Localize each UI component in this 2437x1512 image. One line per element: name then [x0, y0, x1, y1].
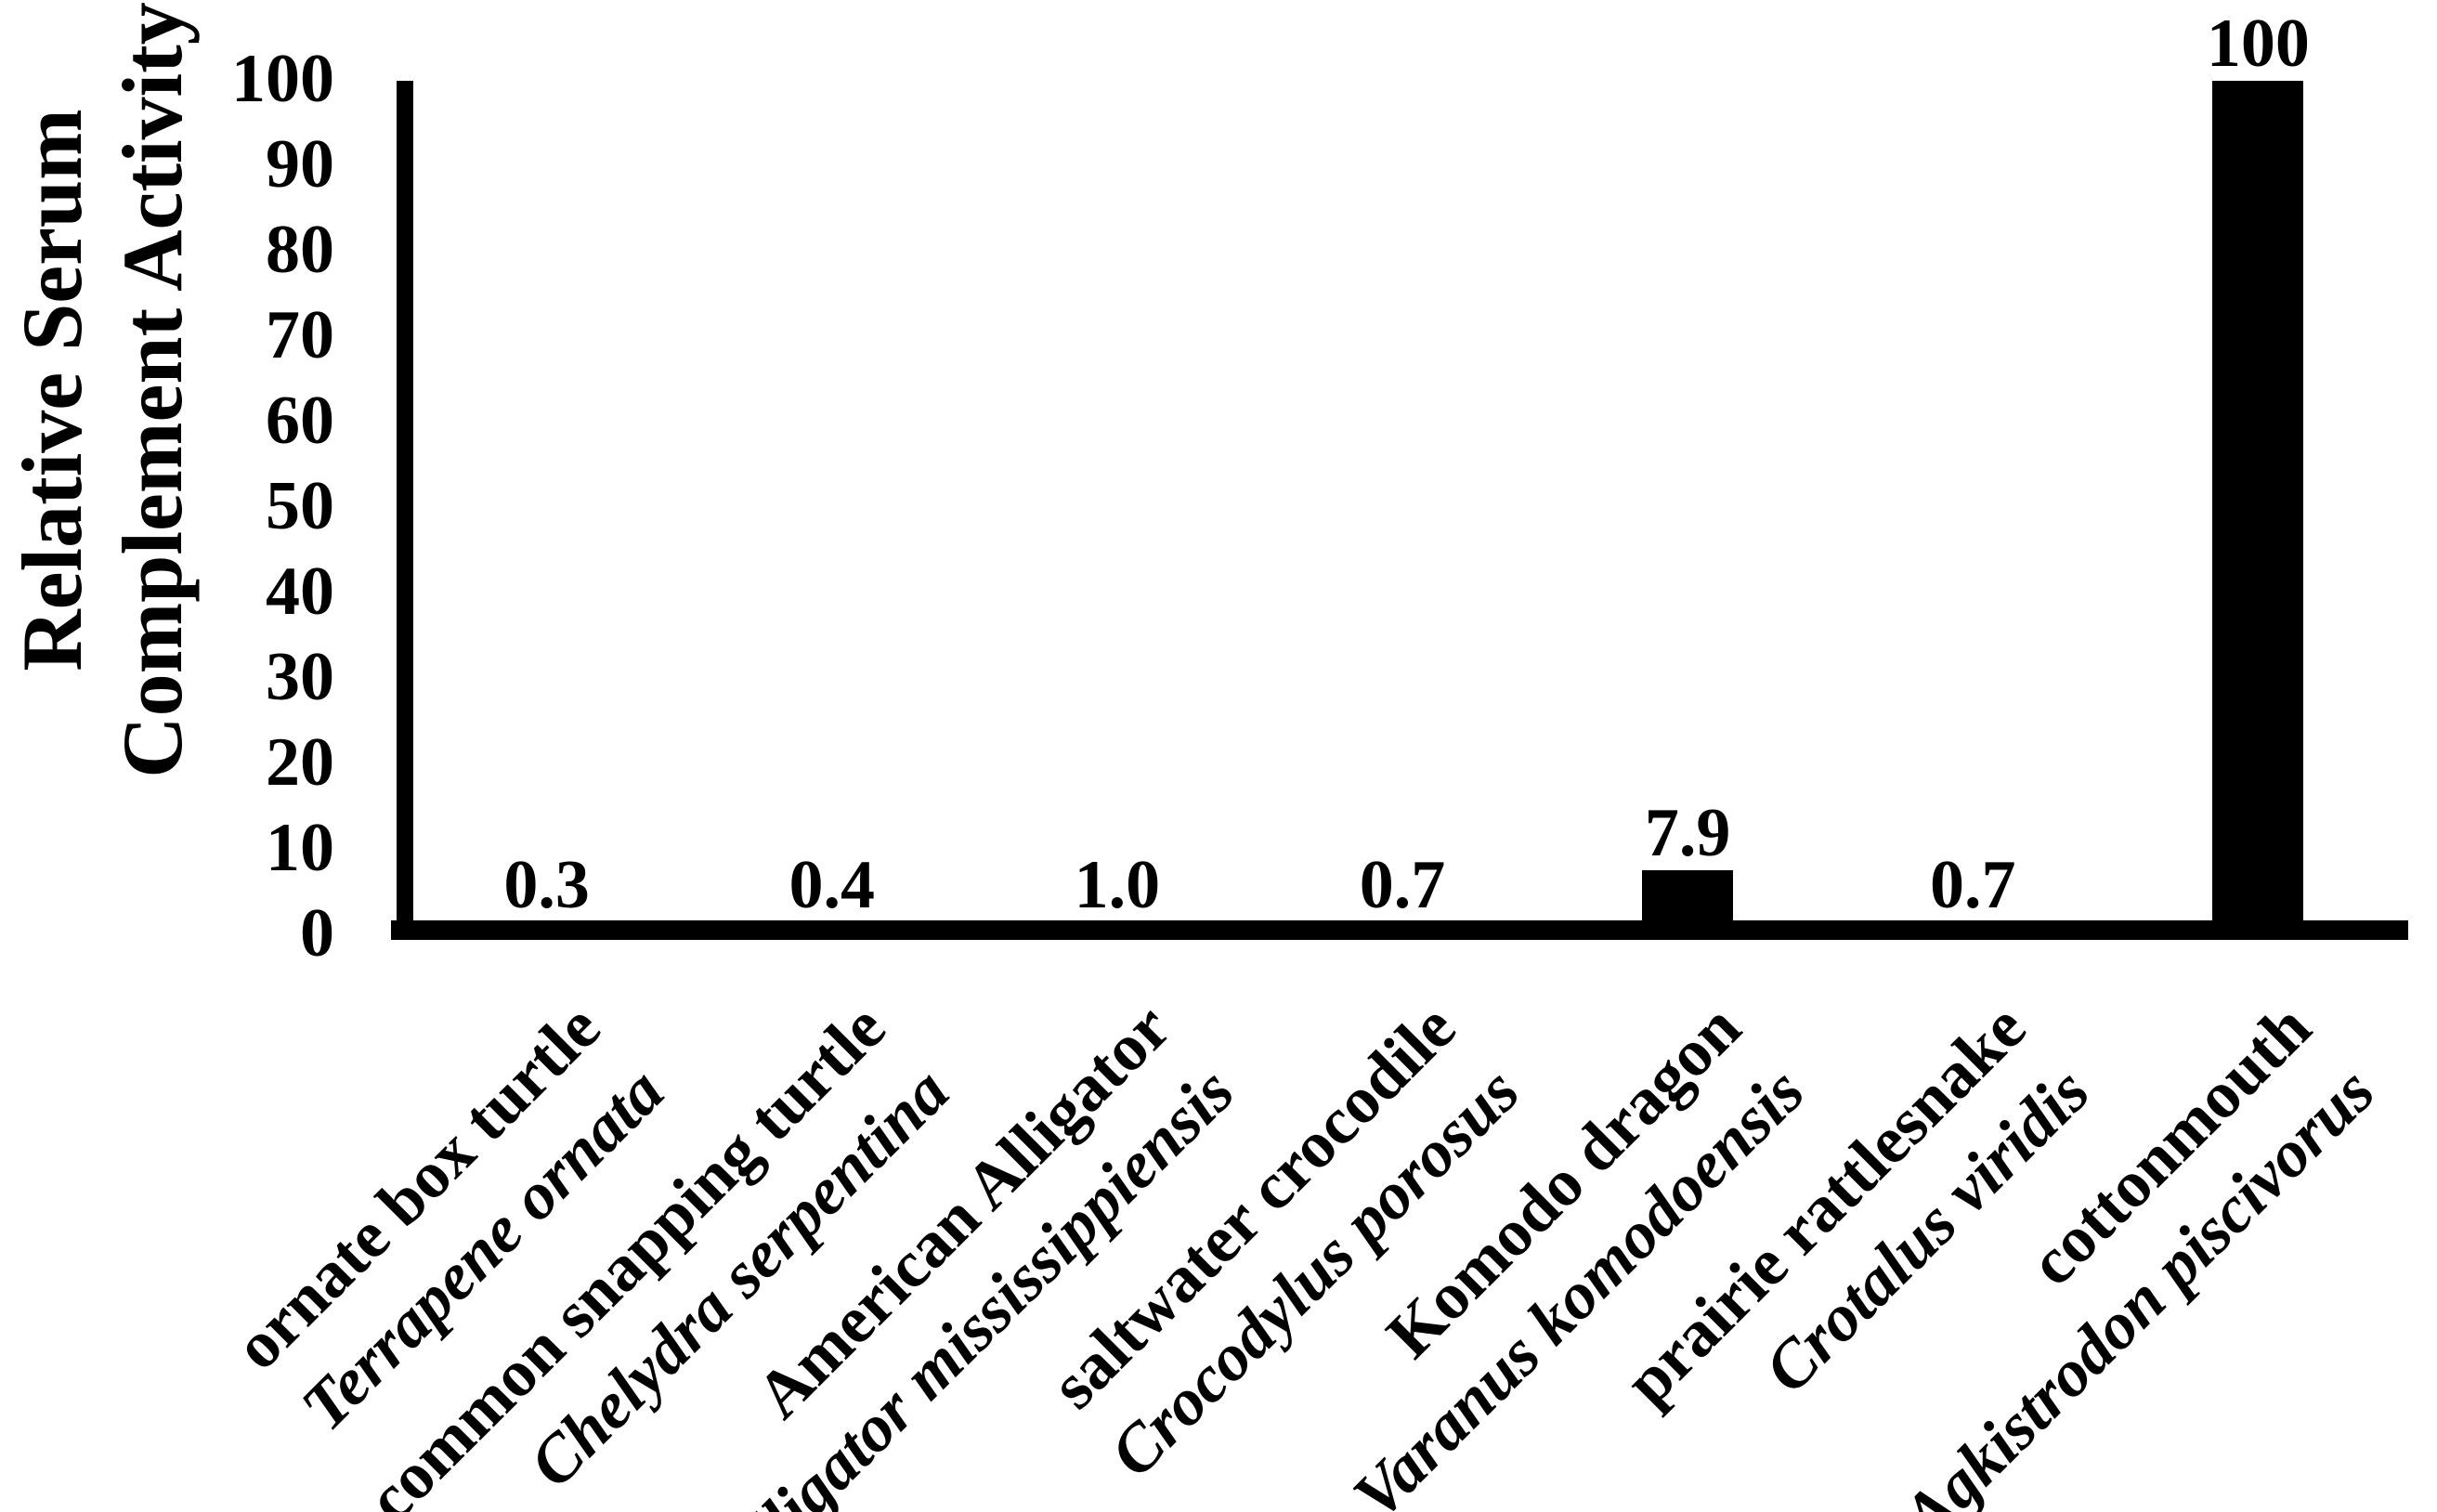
y-tick-label-20: 20 — [266, 724, 334, 801]
y-tick-label-30: 30 — [266, 639, 334, 715]
y-tick-label-10: 10 — [266, 810, 334, 886]
value-label-cottonmouth: 100 — [2206, 6, 2310, 82]
value-label-prairie-rattlesnake: 0.7 — [1930, 847, 2016, 923]
y-tick-label-70: 70 — [266, 297, 334, 373]
y-tick-label-100: 100 — [231, 41, 334, 117]
y-tick-label-80: 80 — [266, 212, 334, 288]
value-label-common-snapping-turtle: 0.4 — [788, 847, 875, 923]
y-tick-label-90: 90 — [266, 126, 334, 202]
y-tick-label-40: 40 — [266, 554, 334, 630]
y-axis-line — [397, 81, 413, 940]
x-axis-line — [391, 920, 2408, 940]
y-tick-label-60: 60 — [266, 383, 334, 459]
y-tick-label-0: 0 — [300, 895, 334, 971]
value-label-ornate-box-turtle: 0.3 — [503, 847, 590, 923]
value-label-american-alligator: 1.0 — [1074, 847, 1161, 923]
value-label-saltwater-crocodile: 0.7 — [1359, 847, 1446, 923]
value-label-komodo-dragon: 7.9 — [1644, 795, 1731, 872]
y-tick-label-50: 50 — [266, 468, 334, 544]
bar-cottonmouth — [2212, 81, 2304, 938]
